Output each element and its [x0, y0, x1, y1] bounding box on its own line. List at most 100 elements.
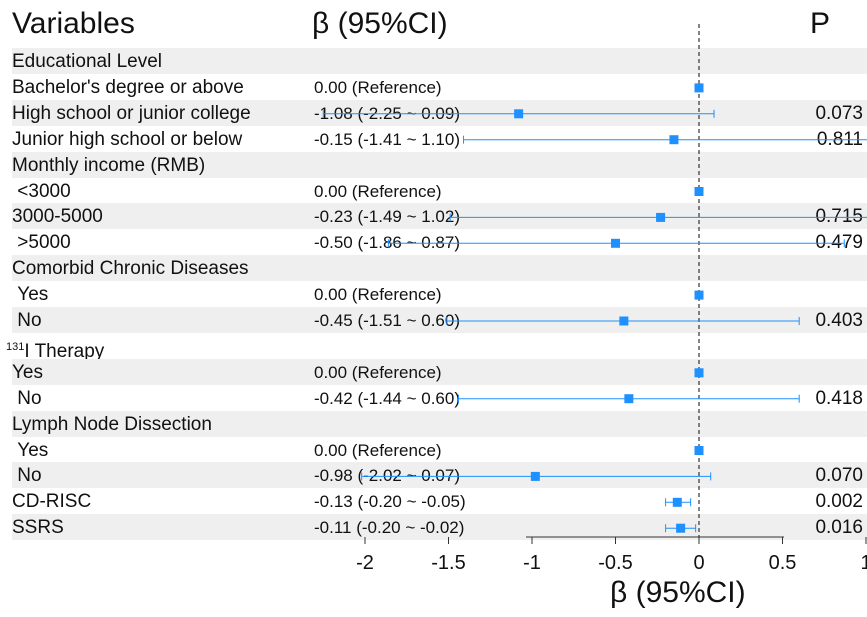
- variable-label: <3000: [12, 178, 71, 204]
- variable-label: No: [12, 307, 42, 333]
- x-tick-label: -0.5: [598, 552, 632, 574]
- variable-label-text: No: [12, 387, 42, 409]
- x-tick-label: -1.5: [431, 552, 465, 574]
- variable-label-text: High school or junior college: [12, 102, 251, 124]
- point-estimate-marker: [624, 394, 634, 404]
- variable-label-text: Junior high school or below: [12, 128, 243, 150]
- variable-label-text: Educational Level: [12, 51, 162, 72]
- point-estimate-marker: [619, 316, 629, 326]
- table-row: No -0.42 (-1.44 ~ 0.60) 0.418: [12, 385, 867, 411]
- variable-label: SSRS: [12, 514, 64, 540]
- variable-label: No: [12, 462, 42, 488]
- table-row: SSRS -0.11 (-0.20 ~ -0.02) 0.016: [12, 514, 867, 541]
- variable-label-text: Comorbid Chronic Diseases: [12, 258, 249, 280]
- beta-ci-value: -0.98 (-2.02 ~ 0.07): [314, 466, 461, 486]
- x-tick-label: 0.5: [769, 552, 797, 574]
- beta-ci-value: -0.42 (-1.44 ~ 0.60): [314, 388, 461, 408]
- beta-ci-value: 0.00 (Reference): [314, 77, 442, 97]
- point-estimate-marker: [669, 135, 679, 145]
- table-row: 3000-5000 -0.23 (-1.49 ~ 1.02) 0.715: [12, 203, 867, 230]
- variable-label: Yes: [12, 359, 43, 385]
- beta-ci-value: -0.13 (-0.20 ~ -0.05): [314, 492, 466, 512]
- group-label: Monthly income (RMB): [12, 152, 205, 178]
- group-label: 131I Therapy: [6, 333, 105, 362]
- beta-ci-value: -0.23 (-1.49 ~ 1.02): [314, 207, 461, 227]
- variable-label-text: CD-RISC: [12, 491, 92, 513]
- x-tick-label: 0: [693, 552, 704, 574]
- variable-label: Yes: [12, 437, 48, 463]
- variable-label-text: Bachelor's degree or above: [12, 76, 244, 98]
- table-row: Yes 0.00 (Reference): [12, 281, 867, 307]
- table-row: Yes 0.00 (Reference): [12, 358, 867, 385]
- beta-ci-value: 0.00 (Reference): [314, 362, 442, 382]
- table-row: Junior high school or below -0.15 (-1.41 …: [12, 126, 867, 152]
- beta-header: β (95%CI): [312, 7, 448, 40]
- table-row: No -0.98 (-2.02 ~ 0.07) 0.070: [12, 462, 867, 489]
- point-estimate-marker: [530, 471, 540, 481]
- p-value: 0.479: [815, 232, 863, 254]
- variable-label-text: Monthly income (RMB): [12, 154, 206, 176]
- point-estimate-marker: [694, 290, 704, 300]
- p-value: 0.403: [815, 310, 863, 331]
- point-estimate-marker: [676, 523, 686, 533]
- variable-label: Bachelor's degree or above: [12, 74, 244, 100]
- variable-label-text: I Therapy: [24, 340, 105, 362]
- table-row: Bachelor's degree or above 0.00 (Referenc…: [12, 74, 867, 100]
- table-row: No -0.45 (-1.51 ~ 0.60) 0.403: [12, 307, 867, 333]
- variable-label: No: [12, 385, 42, 411]
- p-value: 0.016: [815, 517, 863, 539]
- point-estimate-marker: [514, 109, 524, 119]
- group-row: Educational Level: [12, 48, 867, 74]
- beta-ci-value: 0.00 (Reference): [314, 285, 442, 305]
- p-value: 0.073: [815, 102, 863, 124]
- table-row: >5000 -0.50 (-1.86 ~ 0.87) 0.479: [12, 229, 867, 255]
- group-row: Lymph Node Dissection: [12, 410, 867, 437]
- table-row: CD-RISC -0.13 (-0.20 ~ -0.05) 0.002: [12, 488, 867, 514]
- x-tick-label: -2: [356, 552, 374, 574]
- point-estimate-marker: [694, 446, 704, 455]
- beta-ci-value: 0.00 (Reference): [314, 181, 442, 201]
- variable-label: CD-RISC: [12, 488, 91, 514]
- point-estimate-marker: [694, 187, 704, 196]
- group-label: Comorbid Chronic Diseases: [12, 255, 249, 281]
- superscript-label: 131: [6, 340, 25, 353]
- p-value: 0.070: [815, 465, 863, 487]
- variable-label-text: 3000-5000: [12, 206, 103, 228]
- group-label: Lymph Node Dissection: [12, 411, 212, 437]
- p-value: 0.715: [815, 206, 863, 228]
- variable-label-text: Lymph Node Dissection: [12, 413, 212, 435]
- group-label: Educational Level: [12, 48, 162, 74]
- variable-label: High school or junior college: [12, 100, 251, 126]
- variable-label-text: <3000: [12, 180, 71, 202]
- variable-label: Junior high school or below: [12, 126, 242, 152]
- p-value: 0.418: [815, 387, 863, 409]
- beta-ci-value: -0.50 (-1.86 ~ 0.87): [314, 233, 461, 253]
- p-value: 0.811: [816, 128, 863, 150]
- variable-label-text: No: [12, 465, 42, 487]
- point-estimate-marker: [656, 212, 666, 222]
- variable-label-text: Yes: [12, 284, 49, 306]
- p-header: P: [810, 7, 831, 40]
- beta-ci-value: -0.11 (-0.20 ~ -0.02): [314, 518, 465, 538]
- point-estimate-marker: [611, 238, 620, 248]
- x-tick-label: -1: [523, 552, 541, 574]
- variable-label-text: SSRS: [12, 517, 64, 539]
- x-tick-label: 1: [860, 552, 867, 574]
- point-estimate-marker: [672, 497, 682, 507]
- group-row: 131I Therapy: [6, 333, 867, 362]
- variables-header: Variables: [12, 7, 135, 40]
- variable-label: >5000: [12, 229, 70, 255]
- table-row: Yes 0.00 (Reference): [12, 437, 867, 463]
- point-estimate-marker: [694, 83, 704, 93]
- variable-label-text: No: [12, 310, 42, 331]
- table-row: <3000 0.00 (Reference): [12, 178, 867, 204]
- point-estimate-marker: [694, 368, 704, 378]
- variable-label: Yes: [12, 281, 48, 307]
- p-value: 0.002: [815, 491, 863, 513]
- beta-ci-value: -1.08 (-2.25 ~ 0.09): [314, 103, 461, 123]
- variable-label-text: Yes: [12, 361, 43, 383]
- table-row: High school or junior college -1.08 (-2.2…: [12, 99, 867, 126]
- group-row: Comorbid Chronic Diseases: [12, 255, 867, 282]
- x-axis-title: β (95%CI): [610, 576, 746, 609]
